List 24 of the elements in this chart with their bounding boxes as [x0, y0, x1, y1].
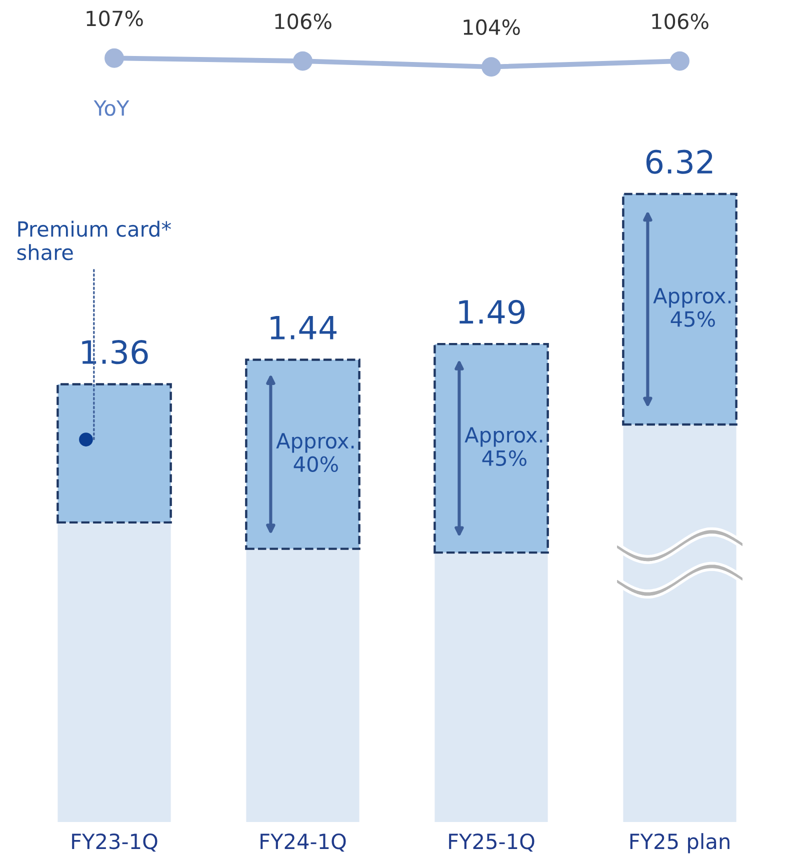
bar [622, 192, 738, 426]
x-tick-label: FY25 plan [630, 833, 730, 854]
text: Premium card* share [17, 220, 171, 260]
bar [434, 342, 549, 554]
annotation: 1.49 [459, 300, 525, 324]
bar [56, 383, 172, 524]
data-label: 106% [275, 13, 332, 30]
annotation: Approx. 45% [653, 288, 731, 327]
x-tick-label: FY24-1Q [260, 833, 346, 852]
text: 6.32 [646, 150, 712, 174]
x-tick-label: FY25-1Q [449, 833, 534, 852]
data-label: 106% [652, 13, 708, 30]
bar [434, 552, 548, 822]
annotation: 1.44 [270, 316, 337, 340]
annotation: Approx. 40% [276, 433, 354, 472]
series-label: YoY [94, 100, 130, 116]
data-label: 104% [464, 19, 520, 36]
annotation: Approx. 45% [464, 427, 542, 466]
annotation: 1.36 [82, 340, 148, 364]
bar [58, 522, 171, 822]
x-tick-label: FY23-1Q [72, 833, 158, 852]
data-label: 107% [86, 10, 143, 26]
bar [245, 358, 360, 550]
bar [246, 548, 360, 822]
